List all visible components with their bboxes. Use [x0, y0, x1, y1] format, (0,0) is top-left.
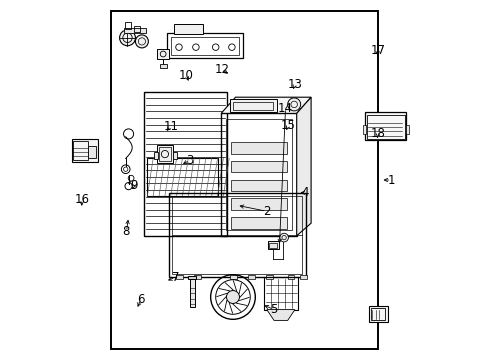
Bar [368, 306, 387, 322]
Bar [230, 142, 286, 154]
Bar [366, 115, 404, 139]
Text: 16: 16 [74, 193, 89, 206]
Bar [362, 125, 366, 134]
Circle shape [226, 291, 239, 303]
Polygon shape [266, 310, 294, 320]
Bar [172, 152, 177, 159]
Bar [123, 28, 145, 33]
Text: 11: 11 [163, 120, 178, 132]
Bar [157, 49, 168, 59]
Bar [221, 113, 296, 236]
Bar [268, 243, 277, 248]
Bar [144, 92, 227, 236]
Circle shape [287, 98, 300, 111]
Bar [225, 119, 291, 230]
Bar [171, 196, 302, 274]
Bar [370, 308, 385, 320]
Bar [174, 24, 203, 34]
Text: 1: 1 [387, 174, 394, 186]
Bar [230, 198, 286, 210]
Text: 13: 13 [287, 78, 302, 91]
Text: 4: 4 [301, 186, 308, 199]
Bar [134, 26, 140, 32]
Text: 17: 17 [369, 44, 385, 57]
Bar [125, 22, 131, 29]
Bar [170, 37, 239, 55]
Polygon shape [296, 97, 310, 236]
Bar [230, 180, 286, 191]
Text: 9: 9 [130, 179, 138, 192]
Polygon shape [221, 97, 310, 113]
Bar [168, 193, 305, 277]
Circle shape [120, 30, 135, 46]
Text: 8: 8 [122, 225, 130, 238]
Bar [264, 277, 298, 310]
Bar [405, 125, 408, 134]
Circle shape [279, 233, 288, 242]
Bar [167, 33, 242, 58]
Bar [194, 275, 200, 279]
Text: 12: 12 [214, 63, 229, 76]
Bar [72, 139, 98, 162]
Bar [300, 275, 306, 279]
Bar [157, 145, 172, 163]
Bar [230, 275, 236, 279]
Bar [267, 241, 278, 249]
Bar [230, 99, 276, 112]
Bar [287, 275, 294, 279]
Text: 15: 15 [281, 119, 295, 132]
Text: 5: 5 [270, 303, 277, 316]
Text: 14: 14 [278, 102, 292, 114]
Text: 2: 2 [263, 205, 270, 218]
Bar [188, 276, 196, 279]
Text: 10: 10 [179, 69, 193, 82]
Bar [111, 11, 377, 349]
Circle shape [135, 35, 148, 48]
Bar [159, 147, 170, 161]
Text: 6: 6 [137, 293, 144, 306]
Bar [247, 275, 254, 279]
Bar [232, 102, 273, 110]
Bar [265, 275, 272, 279]
Text: 3: 3 [186, 154, 193, 167]
Text: 7: 7 [171, 271, 179, 284]
Bar [153, 152, 158, 159]
Bar [73, 141, 88, 160]
Bar [230, 161, 286, 172]
Bar [176, 275, 182, 279]
Bar [88, 146, 96, 158]
Bar [365, 112, 406, 140]
Bar [230, 217, 286, 229]
Text: 18: 18 [369, 127, 385, 140]
Bar [147, 158, 217, 196]
Bar [189, 278, 194, 307]
Bar [160, 64, 167, 68]
